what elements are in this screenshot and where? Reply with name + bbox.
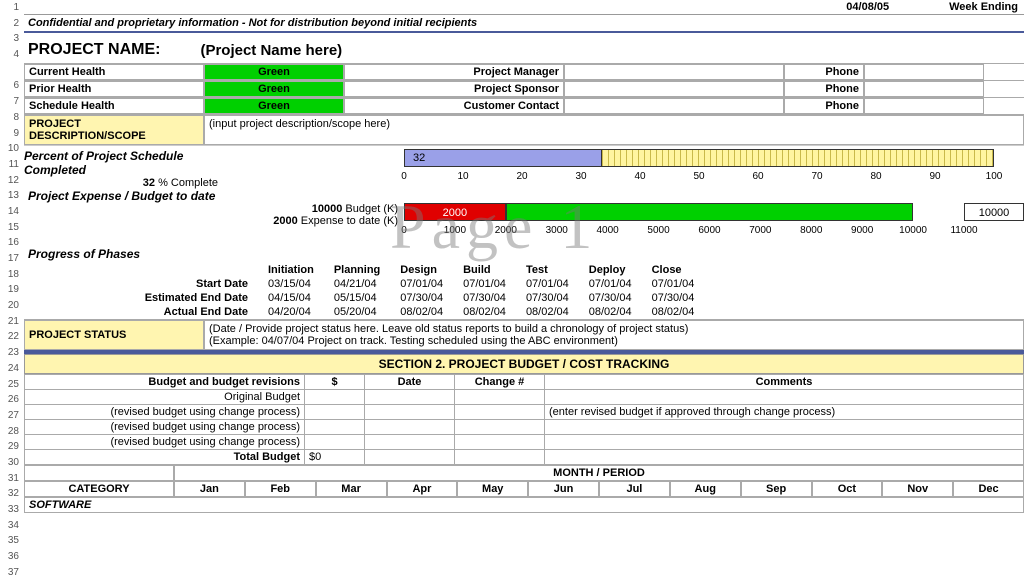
contact-value[interactable] xyxy=(564,98,784,114)
budget-k-label: Budget (K) xyxy=(345,203,398,215)
budget-section: 10000 Budget (K) 2000 Expense to date (K… xyxy=(24,203,1024,245)
spreadsheet-body: 04/08/05 Week Ending Confidential and pr… xyxy=(24,0,1024,513)
scope-key: PROJECT DESCRIPTION/SCOPE xyxy=(24,115,204,145)
top-bar: 04/08/05 Week Ending xyxy=(24,0,1024,15)
project-name-value[interactable]: (Project Name here) xyxy=(200,42,342,59)
budget-endcap: 10000 xyxy=(964,203,1024,221)
budget-chart: 2000 01000200030004000500060007000800090… xyxy=(404,203,964,245)
project-name-row: PROJECT NAME: (Project Name here) xyxy=(24,37,1024,63)
phone-label: Phone xyxy=(784,81,864,97)
phases-table: InitiationPlanningDesignBuildTestDeployC… xyxy=(24,263,1024,319)
health-label: Current Health xyxy=(24,64,204,80)
scope-row: PROJECT DESCRIPTION/SCOPE (input project… xyxy=(24,114,1024,145)
row-numbers: 1234678910111213141516171819202122232425… xyxy=(0,0,22,580)
contact-value[interactable] xyxy=(564,81,784,97)
contact-value[interactable] xyxy=(564,64,784,80)
phone-value[interactable] xyxy=(864,98,984,114)
percent-complete-section: Percent of Project Schedule Completed 32… xyxy=(24,149,1024,189)
health-row-1: Prior Health Green Project Sponsor Phone xyxy=(24,80,1024,97)
contact-label: Project Sponsor xyxy=(344,81,564,97)
month-period-label: MONTH / PERIOD xyxy=(174,465,1024,481)
health-pill: Green xyxy=(204,81,344,97)
health-row-2: Schedule Health Green Customer Contact P… xyxy=(24,97,1024,114)
phone-value[interactable] xyxy=(864,64,984,80)
health-label: Prior Health xyxy=(24,81,204,97)
section2-head: SECTION 2. PROJECT BUDGET / COST TRACKIN… xyxy=(24,354,1024,374)
top-date: 04/08/05 xyxy=(846,1,889,13)
project-name-label: PROJECT NAME: xyxy=(28,41,160,59)
phone-label: Phone xyxy=(784,64,864,80)
health-pill: Green xyxy=(204,64,344,80)
status-key: PROJECT STATUS xyxy=(24,320,204,350)
phone-label: Phone xyxy=(784,98,864,114)
contact-label: Project Manager xyxy=(344,64,564,80)
month-span-head: MONTH / PERIOD xyxy=(24,465,1024,481)
percent-title: Percent of Project Schedule Completed xyxy=(24,149,224,177)
percent-value: 32 xyxy=(143,177,155,189)
budget-k: 10000 xyxy=(312,203,343,215)
scope-value[interactable]: (input project description/scope here) xyxy=(204,115,1024,145)
phone-value[interactable] xyxy=(864,81,984,97)
health-label: Schedule Health xyxy=(24,98,204,114)
week-ending-label: Week Ending xyxy=(949,1,1018,13)
month-row: CATEGORYJanFebMarAprMayJunJulAugSepOctNo… xyxy=(24,481,1024,497)
budget-revision-table: Budget and budget revisions$DateChange #… xyxy=(24,374,1024,465)
health-row-0: Current Health Green Project Manager Pho… xyxy=(24,63,1024,80)
confidential-notice: Confidential and proprietary information… xyxy=(24,15,1024,33)
health-pill: Green xyxy=(204,98,344,114)
percent-chart: 32 0102030405060708090100 xyxy=(404,149,1024,189)
phases-title: Progress of Phases xyxy=(24,245,1024,263)
budget-title: Project Expense / Budget to date xyxy=(24,189,1024,203)
status-value[interactable]: (Date / Provide project status here. Lea… xyxy=(204,320,1024,350)
status-row: PROJECT STATUS (Date / Provide project s… xyxy=(24,319,1024,350)
expense-k-label: Expense to date (K) xyxy=(301,215,398,227)
contact-label: Customer Contact xyxy=(344,98,564,114)
percent-suffix: % Complete xyxy=(158,177,218,189)
expense-k: 2000 xyxy=(273,215,297,227)
software-row: SOFTWARE xyxy=(24,497,1024,513)
